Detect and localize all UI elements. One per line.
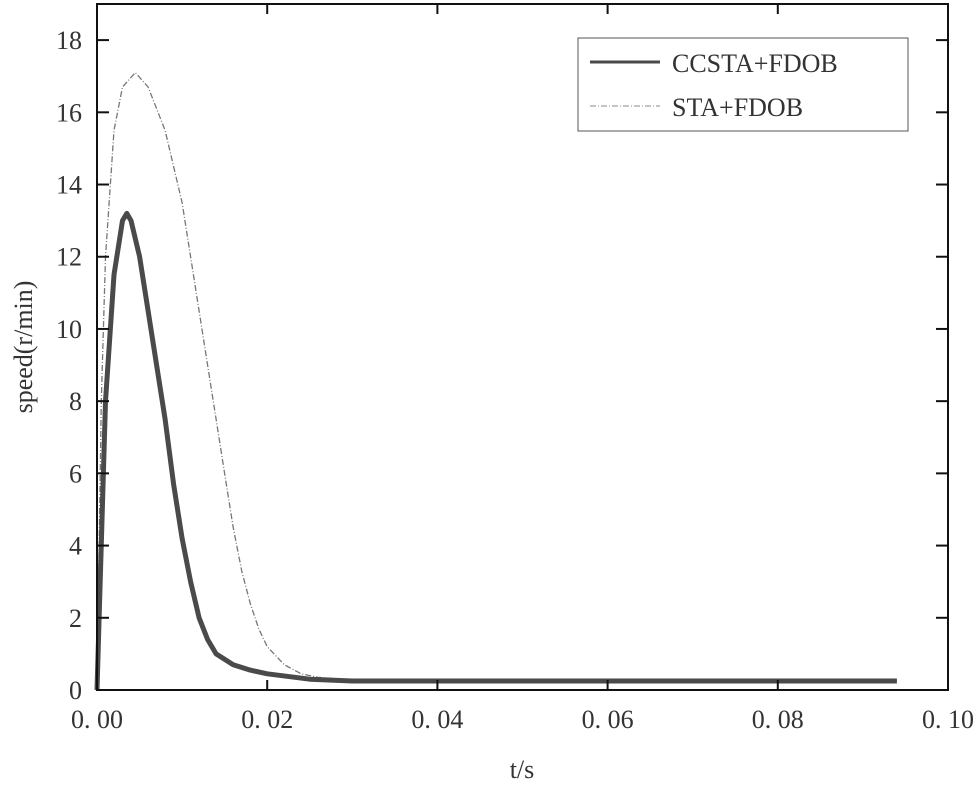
y-tick-label: 14: [56, 171, 82, 200]
x-tick-label: 0. 02: [241, 705, 293, 734]
x-tick-label: 0. 00: [71, 705, 123, 734]
x-axis-label: t/s: [510, 755, 535, 784]
legend-box: [577, 37, 909, 132]
y-tick-label: 2: [69, 604, 82, 633]
y-tick-label: 8: [69, 387, 82, 416]
x-tick-label: 0. 10: [922, 705, 974, 734]
x-tick-label: 0. 04: [411, 705, 463, 734]
legend: CCSTA+FDOB STA+FDOB: [577, 37, 909, 132]
legend-label-sta: STA+FDOB: [672, 93, 803, 122]
series-line-ccsta-fdob: [94, 210, 897, 691]
y-tick-label: 6: [69, 459, 82, 488]
y-tick-label: 0: [69, 676, 82, 705]
y-tick-label: 10: [56, 315, 82, 344]
y-tick-label: 4: [69, 532, 82, 561]
y-axis-label: speed(r/min): [9, 281, 38, 414]
series-layer: [94, 71, 897, 691]
x-tick-label: 0. 08: [752, 705, 804, 734]
plot-frame: [96, 3, 949, 691]
legend-label-ccsta: CCSTA+FDOB: [672, 49, 838, 78]
x-tick-label: 0. 06: [582, 705, 634, 734]
y-tick-label: 18: [56, 26, 82, 55]
ticks-layer: 0. 00 0. 02 0. 04 0. 06 0. 08 0. 10 0 2 4 6 8 10 12 1…: [56, 4, 974, 734]
series-line-sta-fdob: [96, 71, 897, 691]
y-tick-label: 16: [56, 98, 82, 127]
y-tick-label: 12: [56, 243, 82, 272]
